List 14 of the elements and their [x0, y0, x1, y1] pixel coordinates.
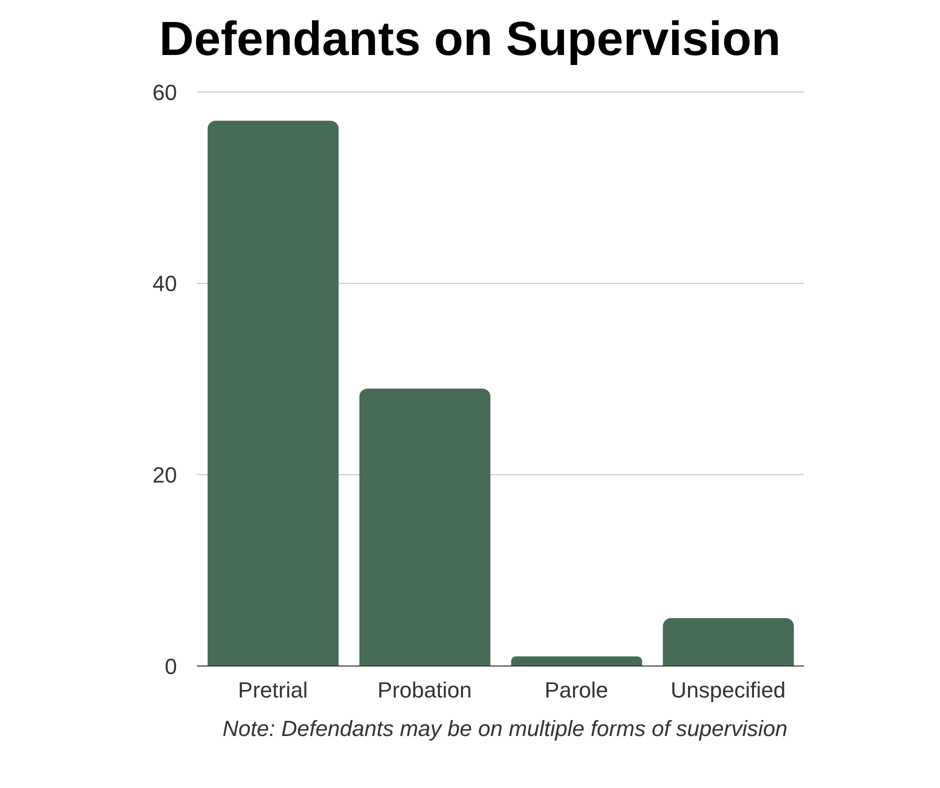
x-tick-label: Pretrial [238, 678, 308, 703]
x-tick-label: Parole [544, 678, 608, 703]
bar [359, 388, 490, 666]
bar [511, 656, 642, 666]
y-tick-label: 40 [152, 271, 177, 296]
bar [208, 120, 339, 666]
bar [662, 618, 794, 666]
y-tick-label: 0 [164, 654, 177, 679]
x-tick-label: Probation [378, 678, 472, 703]
chart-title: Defendants on Supervision [158, 12, 782, 68]
x-tick-label: Unspecified [670, 678, 786, 703]
y-tick-label: 60 [152, 80, 177, 105]
y-tick-label: 20 [152, 462, 177, 488]
text: Note: Defendants may be on multiple forms of supervision [222, 716, 788, 742]
